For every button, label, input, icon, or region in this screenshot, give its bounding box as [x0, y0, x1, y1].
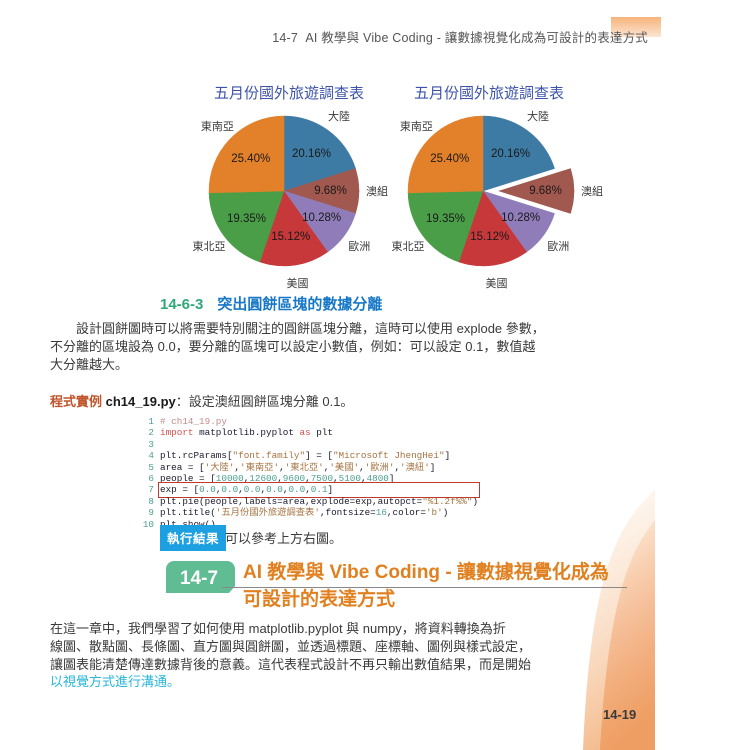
svg-text:14-7: 14-7 — [180, 568, 218, 589]
